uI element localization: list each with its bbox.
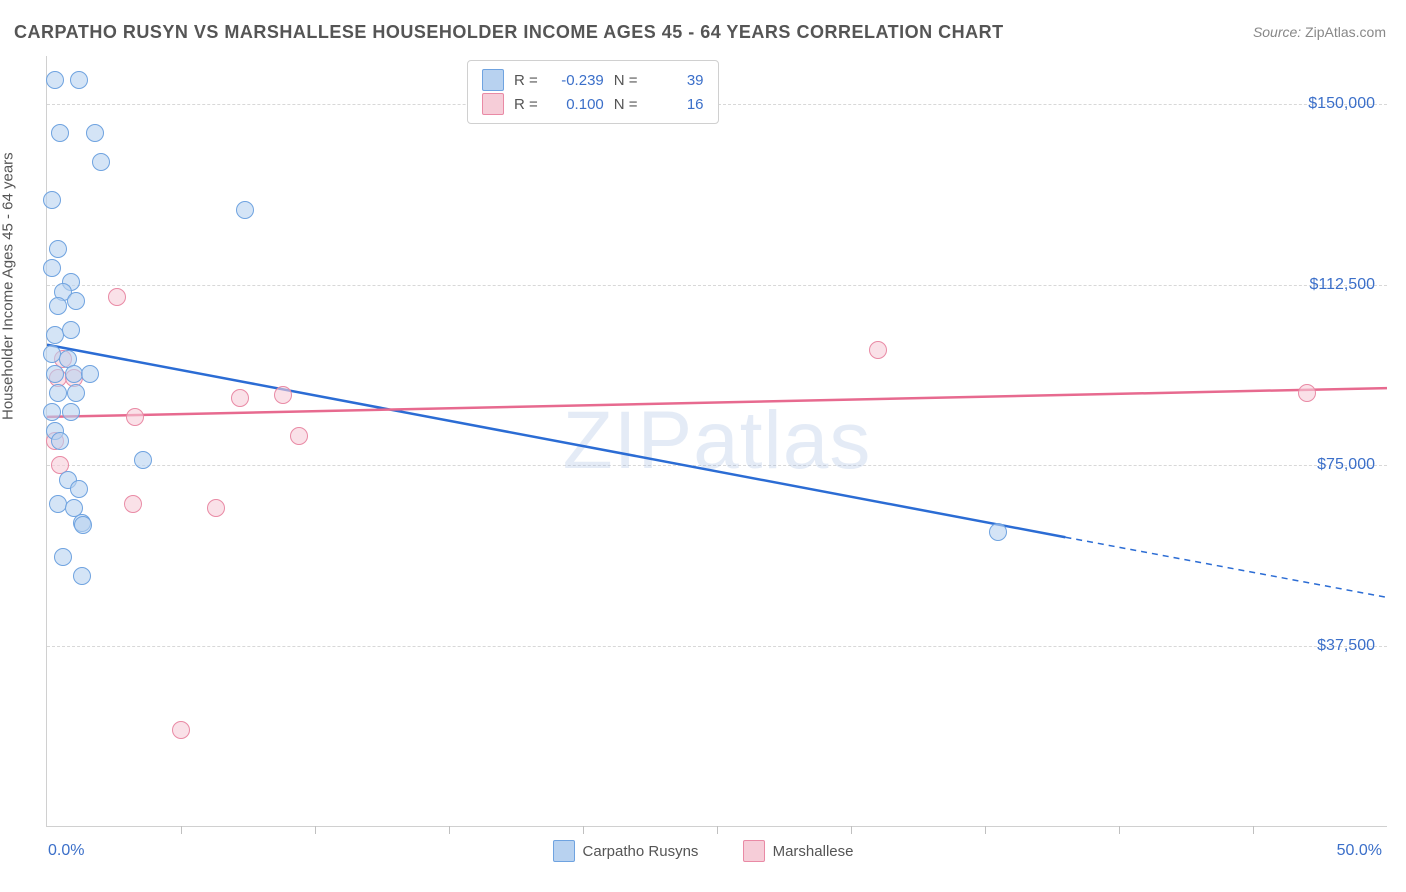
data-point-a bbox=[74, 516, 92, 534]
data-point-a bbox=[989, 523, 1007, 541]
data-point-a bbox=[70, 71, 88, 89]
x-tick bbox=[1253, 826, 1254, 834]
data-point-b bbox=[108, 288, 126, 306]
data-point-b bbox=[172, 721, 190, 739]
data-point-a bbox=[62, 321, 80, 339]
x-tick bbox=[315, 826, 316, 834]
data-point-a bbox=[67, 292, 85, 310]
source-label: Source: bbox=[1253, 24, 1301, 40]
chart-svg bbox=[47, 56, 1387, 826]
data-point-a bbox=[51, 124, 69, 142]
regression-line bbox=[47, 345, 1065, 538]
data-point-a bbox=[134, 451, 152, 469]
n-value-a: 39 bbox=[648, 72, 704, 89]
data-point-a bbox=[73, 567, 91, 585]
data-point-b bbox=[274, 386, 292, 404]
n-value-b: 16 bbox=[648, 96, 704, 113]
n-label: N = bbox=[614, 96, 638, 113]
data-point-a bbox=[49, 240, 67, 258]
data-point-b bbox=[207, 499, 225, 517]
data-point-a bbox=[86, 124, 104, 142]
plot-area: ZIPatlas R = -0.239 N = 39 R = 0.100 N =… bbox=[46, 56, 1387, 827]
r-value-b: 0.100 bbox=[548, 96, 604, 113]
data-point-a bbox=[51, 432, 69, 450]
data-point-b bbox=[1298, 384, 1316, 402]
data-point-a bbox=[62, 403, 80, 421]
swatch-series-b bbox=[743, 840, 765, 862]
data-point-a bbox=[70, 480, 88, 498]
data-point-a bbox=[46, 365, 64, 383]
chart-title: CARPATHO RUSYN VS MARSHALLESE HOUSEHOLDE… bbox=[14, 22, 1004, 43]
data-point-a bbox=[236, 201, 254, 219]
x-tick bbox=[1119, 826, 1120, 834]
data-point-a bbox=[43, 191, 61, 209]
source-value: ZipAtlas.com bbox=[1305, 24, 1386, 40]
data-point-a bbox=[92, 153, 110, 171]
swatch-series-a bbox=[482, 69, 504, 91]
x-tick bbox=[985, 826, 986, 834]
data-point-a bbox=[54, 548, 72, 566]
r-value-a: -0.239 bbox=[548, 72, 604, 89]
y-axis-title: Householder Income Ages 45 - 64 years bbox=[0, 152, 17, 420]
legend-label-a: Carpatho Rusyns bbox=[583, 843, 699, 860]
data-point-a bbox=[67, 384, 85, 402]
legend-label-b: Marshallese bbox=[773, 843, 854, 860]
legend-series-names: Carpatho Rusyns Marshallese bbox=[0, 840, 1406, 866]
source-attribution: Source: ZipAtlas.com bbox=[1253, 24, 1386, 40]
data-point-a bbox=[43, 259, 61, 277]
legend-row-series-b: R = 0.100 N = 16 bbox=[482, 93, 704, 115]
data-point-a bbox=[81, 365, 99, 383]
r-label: R = bbox=[514, 96, 538, 113]
swatch-series-a bbox=[553, 840, 575, 862]
n-label: N = bbox=[614, 72, 638, 89]
data-point-b bbox=[124, 495, 142, 513]
x-tick bbox=[181, 826, 182, 834]
x-tick bbox=[717, 826, 718, 834]
regression-line bbox=[1065, 537, 1387, 597]
legend-item-b: Marshallese bbox=[743, 840, 854, 862]
data-point-b bbox=[231, 389, 249, 407]
data-point-a bbox=[46, 71, 64, 89]
data-point-a bbox=[49, 384, 67, 402]
regression-line bbox=[47, 388, 1387, 417]
data-point-b bbox=[126, 408, 144, 426]
data-point-a bbox=[49, 297, 67, 315]
data-point-a bbox=[43, 403, 61, 421]
legend-correlation-box: R = -0.239 N = 39 R = 0.100 N = 16 bbox=[467, 60, 719, 124]
x-tick bbox=[583, 826, 584, 834]
x-tick bbox=[449, 826, 450, 834]
legend-item-a: Carpatho Rusyns bbox=[553, 840, 699, 862]
legend-row-series-a: R = -0.239 N = 39 bbox=[482, 69, 704, 91]
data-point-b bbox=[290, 427, 308, 445]
r-label: R = bbox=[514, 72, 538, 89]
x-tick bbox=[851, 826, 852, 834]
swatch-series-b bbox=[482, 93, 504, 115]
data-point-b bbox=[869, 341, 887, 359]
